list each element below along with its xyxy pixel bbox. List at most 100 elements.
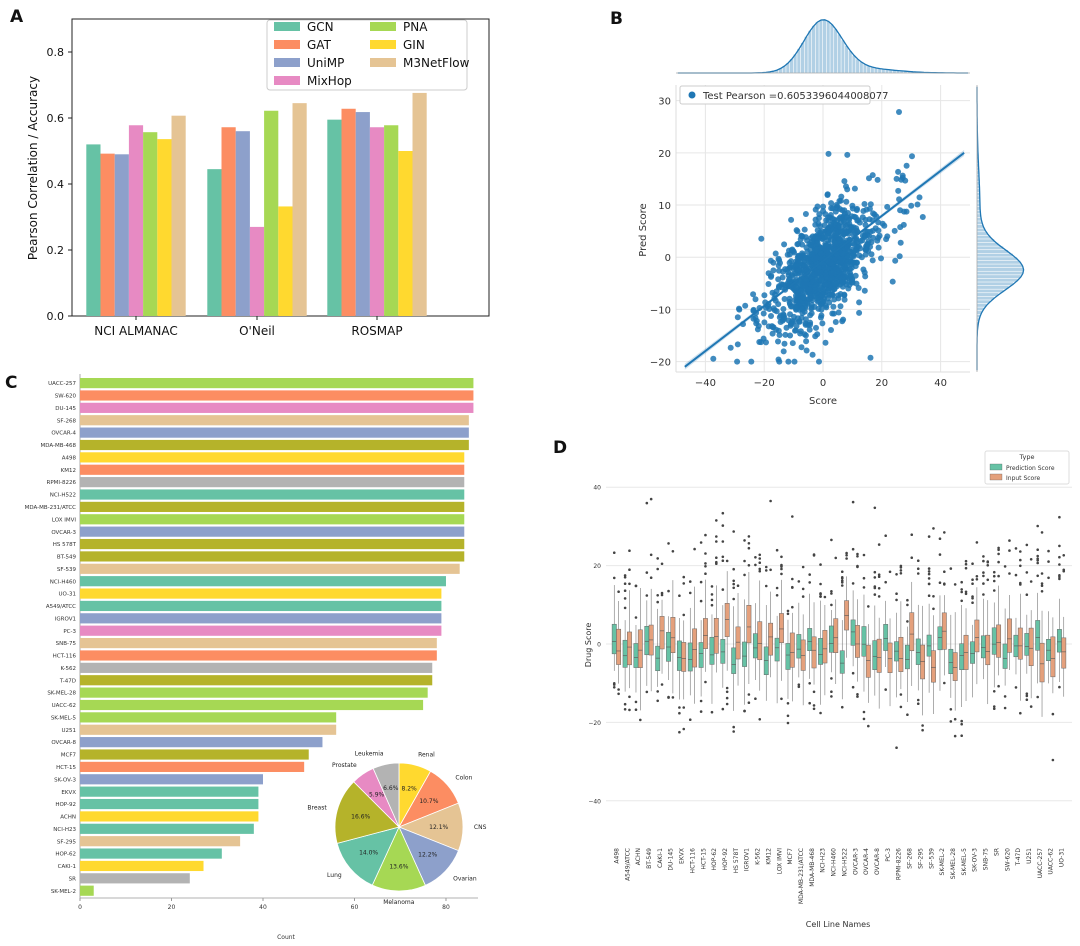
outlier-point	[943, 570, 946, 573]
panel-label-b: B	[610, 9, 623, 29]
outlier-point	[960, 580, 963, 584]
box-prediction	[644, 626, 650, 656]
outlier-point	[1036, 695, 1039, 699]
box-prediction	[633, 643, 639, 668]
c-x-tick-label: 0	[78, 904, 82, 911]
data-point	[874, 176, 881, 183]
hbar-label-hct-116: HCT-116	[53, 654, 77, 660]
data-point	[870, 234, 877, 241]
outlier-point	[715, 540, 718, 543]
data-point	[864, 241, 871, 248]
data-point	[812, 221, 819, 228]
outlier-point	[780, 555, 783, 559]
data-point	[769, 323, 775, 330]
marginal-x-bin	[808, 30, 812, 73]
data-point	[781, 340, 788, 347]
hbar-achn	[80, 811, 259, 822]
outlier-point	[1036, 561, 1039, 565]
panel-d-box-plot: 40 20 0 −20 −40 A498 A549/ATCC ACHN BT-549 CAKI-1…	[584, 448, 1072, 929]
box-input	[670, 617, 676, 653]
outlier-point	[634, 700, 638, 704]
hbar-mda-mb-468	[80, 439, 469, 451]
outlier-point	[949, 708, 953, 711]
marginal-y-bin	[977, 185, 980, 189]
marginal-x-bin	[837, 34, 841, 73]
marginal-y-bin	[977, 181, 980, 185]
outlier-point	[660, 562, 664, 566]
outlier-point	[656, 567, 659, 571]
data-point	[825, 214, 832, 221]
panel-b-scatter-plot: −40 −20 0 20 40 −20 −10 0 10 20 30 Score Pred Scor…	[638, 19, 1025, 407]
marginal-y-bin	[977, 206, 981, 210]
regression-line	[684, 152, 965, 368]
outlier-point	[906, 603, 909, 607]
data-point	[758, 235, 765, 242]
outlier-point	[623, 582, 627, 585]
outlier-point	[856, 564, 859, 568]
marginal-y-bin	[977, 239, 995, 243]
hbar-label-igrov1: IGROV1	[55, 616, 76, 622]
c-x-tick-label: 60	[351, 904, 359, 911]
outlier-point	[830, 677, 833, 680]
outlier-point	[678, 730, 681, 734]
outlier-point	[780, 572, 783, 576]
marginal-y-bin	[977, 214, 981, 218]
outlier-point	[971, 601, 974, 604]
d-x-tick-label-du-145: DU-145	[668, 848, 675, 871]
data-point	[824, 191, 831, 198]
legend-label-input: Input Score	[1006, 475, 1041, 482]
marginal-y-bin	[977, 307, 984, 311]
bar-mixhop-rosmap	[369, 127, 385, 317]
box-prediction	[622, 639, 628, 668]
data-point	[710, 355, 717, 362]
marginal-x-bin	[863, 64, 867, 73]
outlier-point	[1040, 582, 1044, 585]
d-x-tick-label-sf-268: SF-268	[907, 848, 914, 869]
box-input	[616, 628, 622, 665]
outlier-point	[1003, 706, 1007, 710]
data-point	[806, 286, 813, 293]
box-prediction	[959, 643, 965, 670]
data-point	[893, 175, 900, 182]
data-point	[896, 253, 903, 260]
data-point	[864, 228, 871, 235]
outlier-point	[612, 686, 616, 689]
data-point	[775, 276, 782, 283]
box-input	[920, 644, 926, 680]
d-x-tick-label-t-47d: T-47D	[1015, 848, 1022, 867]
outlier-point	[660, 591, 664, 595]
bar-gin-o-neil	[278, 206, 293, 316]
outlier-point	[704, 680, 707, 684]
outlier-point	[1019, 558, 1022, 562]
outlier-point	[812, 553, 816, 556]
outlier-point	[960, 599, 963, 603]
outlier-point	[721, 555, 725, 559]
d-x-tick-label-km12: KM12	[765, 848, 772, 865]
data-point	[765, 270, 772, 277]
data-point	[816, 211, 823, 218]
d-x-tick-label-ovcar-8: OVCAR-8	[874, 848, 881, 875]
outlier-point	[1058, 685, 1061, 689]
pie-percent-colon: 10.7%	[419, 798, 438, 805]
hbar-sf-539	[80, 563, 460, 574]
data-point	[815, 305, 822, 312]
outlier-point	[873, 593, 877, 596]
outlier-point	[982, 593, 985, 596]
data-point	[835, 292, 842, 299]
d-x-tick-label-snb-75: SNB-75	[983, 848, 990, 870]
b-x-tick-label: 20	[875, 378, 888, 389]
box-input	[1028, 627, 1034, 666]
outlier-point	[791, 577, 794, 581]
hbar-label-u251: U251	[61, 728, 76, 734]
data-point	[866, 205, 873, 212]
pie-percent-breast: 16.6%	[351, 814, 370, 821]
data-point	[766, 306, 773, 312]
data-point	[817, 223, 824, 230]
panel-label-a: A	[10, 7, 24, 27]
data-point	[828, 327, 834, 333]
outlier-point	[801, 595, 805, 598]
box-prediction	[698, 642, 704, 668]
data-point	[829, 275, 835, 282]
outlier-point	[856, 695, 859, 698]
data-point	[851, 185, 858, 192]
